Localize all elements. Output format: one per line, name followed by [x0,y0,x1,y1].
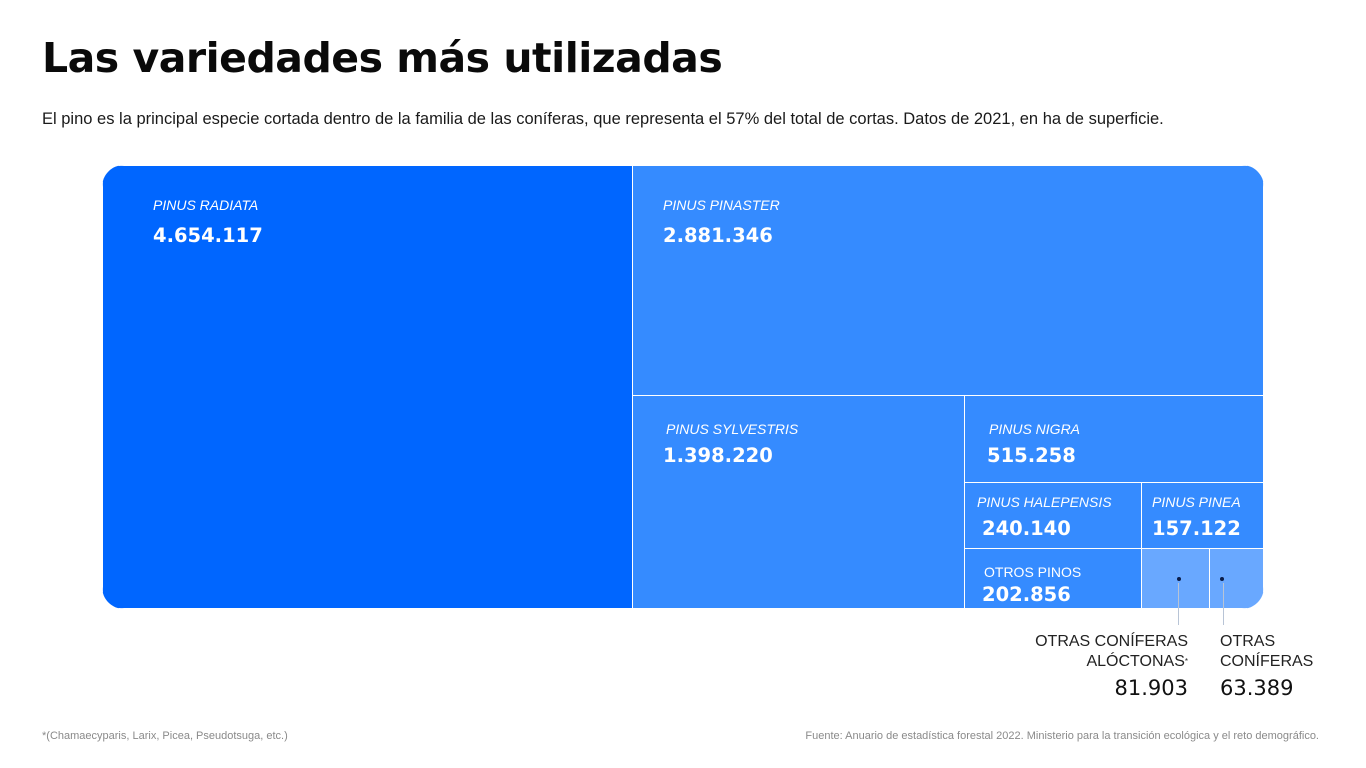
value-pinus-pinea: 157.122 [1152,517,1241,540]
marker-dot-aloctonas [1177,577,1181,581]
external-label-otras: OTRAS CONÍFERAS [1220,632,1313,672]
marker-dot-otras [1220,577,1224,581]
label-pinus-pinea: Pinus pinea [1152,494,1241,510]
source-note: Fuente: Anuario de estadística forestal … [805,730,1319,742]
cell-otras-coniferas-aloctonas [1141,548,1211,609]
value-pinus-sylvestris: 1.398.220 [663,444,773,467]
footnote: *(Chamaecyparis, Larix, Picea, Pseudotsu… [42,730,288,742]
chart-title: Las variedades más utilizadas [42,34,723,82]
value-pinus-pinaster: 2.881.346 [663,224,773,247]
external-label-otras-line1: OTRAS [1220,633,1276,650]
label-pinus-halepensis: Pinus halepensis [977,494,1112,510]
label-pinus-radiata: Pinus radiata [153,197,259,213]
cell-pinus-pinea: Pinus pinea 157.122 [1141,482,1264,550]
external-value-aloctonas: 81.903 [1114,676,1188,700]
cell-pinus-nigra: Pinus nigra 515.258 [964,395,1264,484]
external-label-aloctonas-line1: OTRAS CONÍFERAS [1035,633,1188,650]
external-label-aloctonas: OTRAS CONÍFERAS ALÓCTONAS* [1035,632,1188,672]
chart-subtitle: El pino es la principal especie cortada … [42,110,1164,128]
value-otros-pinos: 202.856 [982,583,1071,606]
footnote-mark: * [1184,657,1188,666]
external-label-aloctonas-line2: ALÓCTONAS [1086,653,1185,670]
leader-line-otras [1223,583,1224,625]
cell-otras-coniferas [1209,548,1264,609]
external-label-otras-line2: CONÍFERAS [1220,653,1314,670]
value-pinus-radiata: 4.654.117 [153,224,263,247]
label-pinus-nigra: Pinus nigra [989,421,1081,437]
label-otros-pinos: Otros pinos [984,564,1082,580]
cell-pinus-pinaster: Pinus pinaster 2.881.346 [632,165,1264,397]
external-label-aloctonas-line2-wrap: ALÓCTONAS* [1035,652,1188,672]
value-pinus-halepensis: 240.140 [982,517,1071,540]
treemap: Pinus radiata 4.654.117 Pinus pinaster 2… [102,165,1264,609]
value-pinus-nigra: 515.258 [987,444,1076,467]
cell-pinus-halepensis: Pinus halepensis 240.140 [964,482,1143,550]
label-pinus-pinaster: Pinus pinaster [663,197,780,213]
cell-pinus-sylvestris: Pinus sylvestris 1.398.220 [632,395,966,609]
cell-pinus-radiata: Pinus radiata 4.654.117 [102,165,633,609]
label-pinus-sylvestris: Pinus sylvestris [666,421,799,437]
external-value-otras: 63.389 [1220,676,1294,700]
leader-line-aloctonas [1178,583,1179,625]
cell-otros-pinos: Otros pinos 202.856 [964,548,1143,609]
